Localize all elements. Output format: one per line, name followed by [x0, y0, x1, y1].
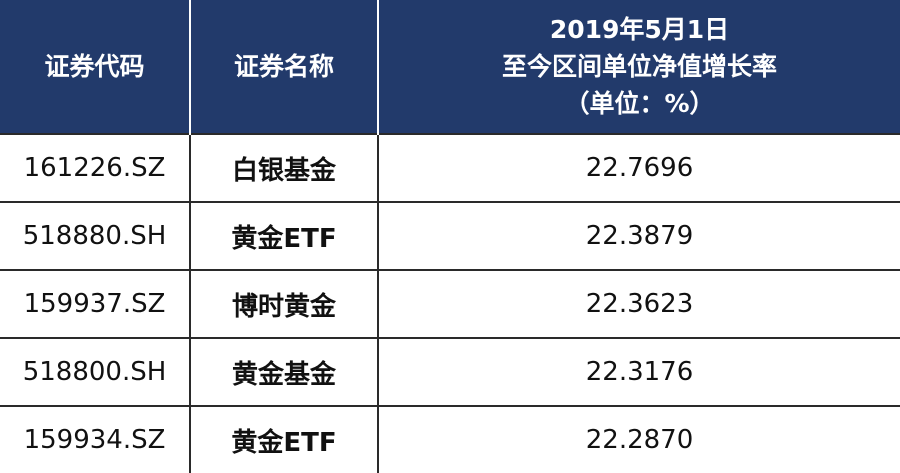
header-cell: 2019年5月1日 至今区间单位净值增长率 （单位：%） — [378, 0, 900, 134]
table-row: 161226.SZ 白银基金 22.7696 — [0, 133, 900, 202]
growth-rate: 22.3623 — [378, 269, 900, 338]
table-body: 161226.SZ 白银基金 22.7696 518880.SH 黄金ETF 22.387… — [0, 133, 900, 473]
table-header: 证券代码 证券名称 2019年5月1日 至今区间单位净值增长率 （单位：%） — [0, 0, 900, 134]
growth-rate: 22.7696 — [378, 133, 900, 202]
fund-name: 博时黄金 — [190, 269, 379, 338]
fund-code: 518800.SH — [0, 337, 191, 406]
fund-name: 白银基金 — [190, 133, 379, 202]
header-line: 至今区间单位净值增长率 — [501, 52, 777, 81]
fund-code: 159934.SZ — [0, 405, 191, 473]
growth-rate: 22.3879 — [378, 201, 900, 270]
table-row: 159937.SZ 博时黄金 22.3623 — [0, 269, 900, 338]
fund-code: 159937.SZ — [0, 269, 191, 338]
header-line: 2019年5月1日 — [549, 15, 730, 44]
header-line: （单位：%） — [564, 89, 715, 118]
growth-rate: 22.2870 — [378, 405, 900, 473]
growth-rate: 22.3176 — [378, 337, 900, 406]
header-cell: 证券代码 — [0, 0, 191, 134]
header-cell: 证券名称 — [190, 0, 379, 134]
table-row: 518880.SH 黄金ETF 22.3879 — [0, 201, 900, 270]
fund-code: 518880.SH — [0, 201, 191, 270]
header-row: 证券代码 证券名称 2019年5月1日 至今区间单位净值增长率 （单位：%） — [0, 0, 900, 134]
fund-name: 黄金基金 — [190, 337, 379, 406]
table-row: 518800.SH 黄金基金 22.3176 — [0, 337, 900, 406]
table-row: 159934.SZ 黄金ETF 22.2870 — [0, 405, 900, 473]
fund-name: 黄金ETF — [190, 405, 379, 473]
fund-code: 161226.SZ — [0, 133, 191, 202]
fund-name: 黄金ETF — [190, 201, 379, 270]
